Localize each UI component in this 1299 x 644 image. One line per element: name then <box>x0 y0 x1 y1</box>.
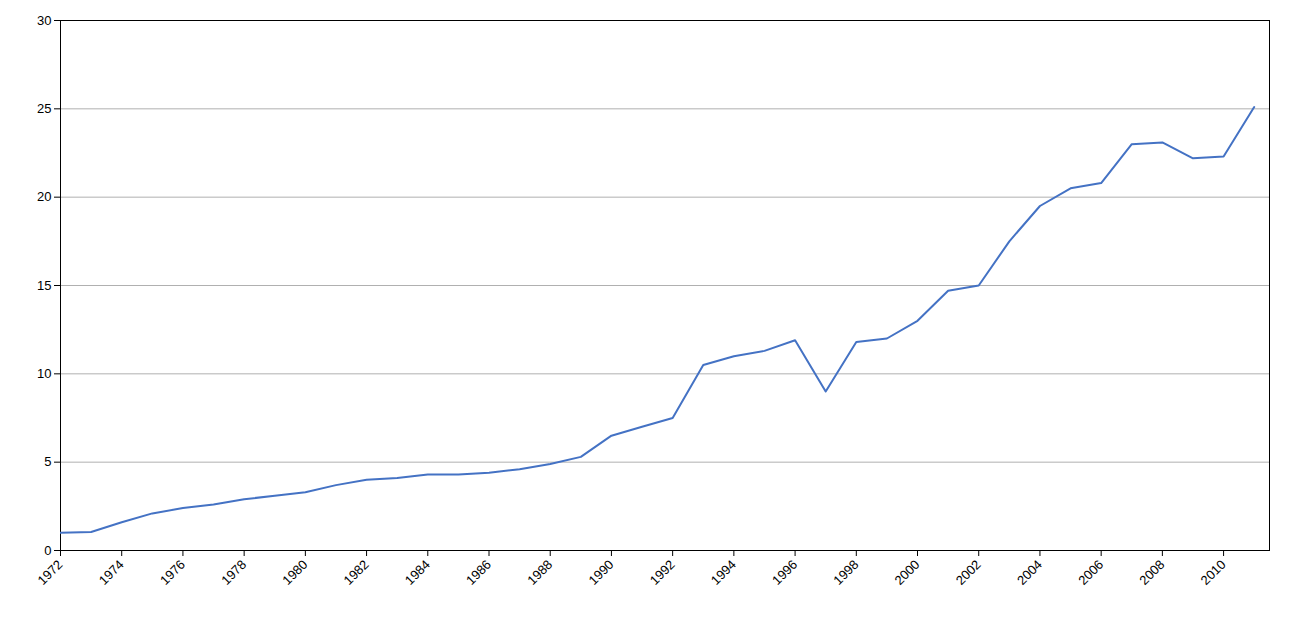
svg-text:1992: 1992 <box>647 557 678 588</box>
svg-text:1982: 1982 <box>341 557 372 588</box>
svg-text:1994: 1994 <box>708 557 739 588</box>
svg-text:1996: 1996 <box>769 557 800 588</box>
svg-text:2000: 2000 <box>892 557 923 588</box>
svg-text:1988: 1988 <box>524 557 555 588</box>
svg-text:1984: 1984 <box>402 557 433 588</box>
svg-text:2002: 2002 <box>953 557 984 588</box>
svg-text:30: 30 <box>37 13 51 28</box>
svg-text:2004: 2004 <box>1014 557 1045 588</box>
svg-text:1978: 1978 <box>218 557 249 588</box>
svg-text:1980: 1980 <box>279 557 310 588</box>
svg-text:1974: 1974 <box>96 557 127 588</box>
svg-text:0: 0 <box>44 543 51 558</box>
svg-text:2008: 2008 <box>1136 557 1167 588</box>
svg-text:2006: 2006 <box>1075 557 1106 588</box>
svg-text:1972: 1972 <box>35 557 66 588</box>
svg-text:2010: 2010 <box>1198 557 1229 588</box>
svg-text:5: 5 <box>44 454 51 469</box>
svg-text:1998: 1998 <box>830 557 861 588</box>
svg-text:1976: 1976 <box>157 557 188 588</box>
svg-text:15: 15 <box>37 278 51 293</box>
svg-text:1986: 1986 <box>463 557 494 588</box>
svg-text:10: 10 <box>37 366 51 381</box>
svg-text:1990: 1990 <box>585 557 616 588</box>
svg-text:25: 25 <box>37 101 51 116</box>
svg-text:20: 20 <box>37 189 51 204</box>
